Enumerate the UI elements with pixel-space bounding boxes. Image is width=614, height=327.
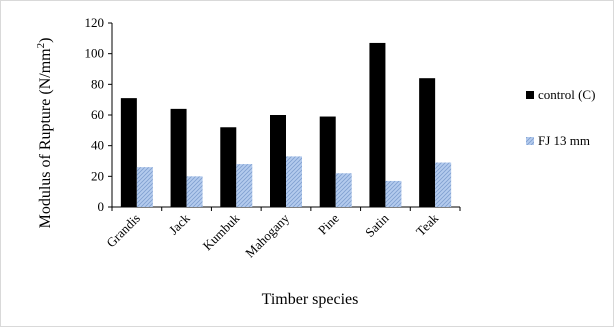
legend: control (C) FJ 13 mm <box>526 87 595 148</box>
bar-fj13-grandis <box>136 167 153 207</box>
bar-control-mahogany <box>270 115 286 207</box>
bar-fj13-teak <box>435 162 452 207</box>
bar-control-satin <box>369 42 386 207</box>
legend-swatch <box>526 137 534 145</box>
bar-control-grandis <box>120 98 137 207</box>
bar-fj13-pine <box>335 173 352 207</box>
bar-fj13-jack <box>186 176 203 207</box>
x-tick-label: Mahogany <box>242 210 292 260</box>
bar-control-kumbuk <box>220 127 237 207</box>
y-tick-label: 80 <box>91 76 104 91</box>
bar-control-teak <box>419 78 436 207</box>
y-tick-label: 60 <box>91 107 104 122</box>
legend-label: FJ 13 mm <box>538 133 590 148</box>
x-tick-label: Satin <box>362 210 392 240</box>
legend-swatch <box>526 91 534 99</box>
y-tick-label: 100 <box>85 46 105 61</box>
bar-control-pine <box>319 116 336 207</box>
bar-fj13-satin <box>385 180 402 207</box>
bar-fj13-kumbuk <box>236 164 253 207</box>
bar-fj13-mahogany <box>286 156 302 207</box>
x-tick-label: Pine <box>315 210 342 237</box>
x-axis-title: Timber species <box>262 291 359 308</box>
y-tick-label: 40 <box>91 138 104 153</box>
x-tick-label: Kumbuk <box>200 210 243 253</box>
y-tick-label: 0 <box>98 199 105 214</box>
bar-control-jack <box>170 108 187 207</box>
y-tick-label: 120 <box>85 15 105 30</box>
y-axis-title: Modulus of Rupture (N/mm2) <box>35 38 54 229</box>
x-tick-label: Grandis <box>103 211 143 251</box>
legend-label: control (C) <box>538 87 595 102</box>
y-tick-label: 20 <box>91 168 104 183</box>
x-tick-label: Teak <box>413 210 442 239</box>
plot-area: 0 20 40 60 80 100 120 Grandis Jack Kumbuk Mahogany… <box>85 15 461 260</box>
x-tick-label: Jack <box>166 210 193 237</box>
